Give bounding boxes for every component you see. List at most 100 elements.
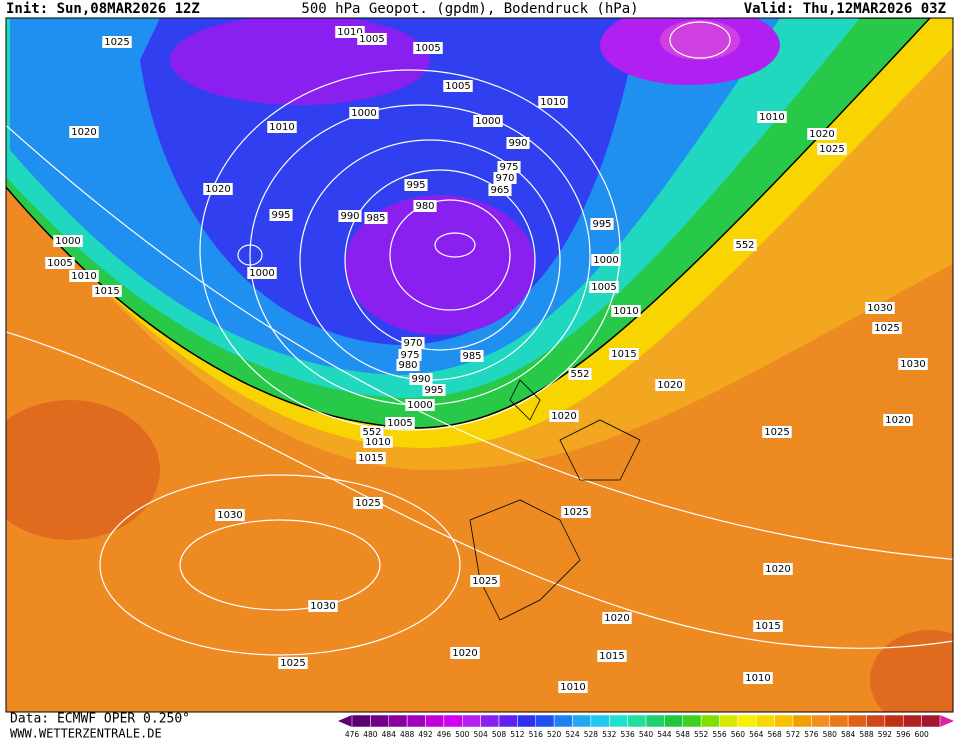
scale-label: 496 [437, 730, 452, 739]
isobar-label: 1005 [387, 418, 412, 429]
isobar-label: 1010 [269, 122, 294, 133]
scale-swatch [425, 714, 445, 728]
isobar-label: 1000 [249, 268, 274, 279]
isobar-label: 995 [271, 210, 290, 221]
site-name: WWW.WETTERZENTRALE.DE [10, 727, 162, 741]
isobar-label-box [409, 373, 433, 385]
isobar-label: 990 [508, 138, 527, 149]
scale-label: 508 [492, 730, 507, 739]
isobar-label-box [215, 509, 245, 521]
scale-label: 512 [510, 730, 525, 739]
isobar-label: 1005 [591, 282, 616, 293]
scale-swatch [774, 714, 794, 728]
field-magenta [660, 20, 740, 60]
isobar-label: 975 [499, 162, 518, 173]
scale-label: 552 [694, 730, 709, 739]
scale-swatch [903, 714, 922, 728]
isobar-label: 1025 [280, 658, 305, 669]
isobar-label-box [589, 281, 619, 293]
isobar-label-box [602, 612, 632, 624]
isobar-label-box [733, 239, 757, 251]
isobar-label-box [363, 436, 393, 448]
isobar-label: 970 [403, 338, 422, 349]
isobar-label-box [357, 33, 387, 45]
isobar-label-box [278, 657, 308, 669]
isobar-label-box [338, 210, 362, 222]
scale-swatch [572, 714, 592, 728]
isobar-label: 995 [592, 219, 611, 230]
field-dark-orange [6, 400, 160, 540]
field-violet [170, 18, 430, 105]
isobar-label-box [460, 350, 484, 362]
isobar-label-box [506, 137, 530, 149]
isobar-label: 1015 [599, 651, 624, 662]
isobar-label: 1020 [765, 564, 790, 575]
isobar-label: 1025 [764, 427, 789, 438]
isobar-labels: 1025101010051005100510101000101010009901… [45, 26, 928, 693]
scale-swatch [700, 714, 720, 728]
scale-swatch [921, 714, 941, 728]
scale-swatch [535, 714, 555, 728]
scale-swatch [517, 714, 536, 728]
isobar-label-box [872, 322, 902, 334]
isobar-label: 1015 [358, 453, 383, 464]
isobar-label: 1000 [593, 255, 618, 266]
isobar-label: 985 [366, 213, 385, 224]
isobar-label-box [385, 417, 415, 429]
scale-swatch [351, 714, 371, 728]
isobar-label-box [69, 126, 99, 138]
isobar-label: 1025 [819, 144, 844, 155]
scale-swatch [664, 714, 683, 728]
isobar-label-box [53, 235, 83, 247]
isobar-label-box [473, 115, 503, 127]
isobar-label: 1010 [613, 306, 638, 317]
isobar-label: 1025 [355, 498, 380, 509]
isobar-label-box [404, 179, 428, 191]
isobar-label: 980 [398, 360, 417, 371]
isobar-label: 1010 [745, 673, 770, 684]
map-field: 1025101010051005100510101000101010009901… [6, 18, 953, 712]
scale-label: 540 [639, 730, 654, 739]
isobar-label: 1020 [551, 411, 576, 422]
isobar-label: 1020 [71, 127, 96, 138]
isobar-label: 552 [362, 427, 381, 438]
scale-label: 524 [565, 730, 580, 739]
isobar-label-box [422, 384, 446, 396]
isobar-label-box [590, 218, 614, 230]
scale-label: 572 [786, 730, 801, 739]
isobar-label-box [763, 563, 793, 575]
isobar-label-box [69, 270, 99, 282]
isobar-label: 1020 [452, 648, 477, 659]
isobar-label: 1005 [359, 34, 384, 45]
isobar-label-box [538, 96, 568, 108]
scale-label: 596 [896, 730, 911, 739]
isobar-label: 1010 [71, 271, 96, 282]
scale-swatch [719, 714, 739, 728]
scale-label: 580 [823, 730, 838, 739]
isobar-label: 1010 [560, 682, 585, 693]
isobar-label-box [762, 426, 792, 438]
isobar-label: 990 [340, 211, 359, 222]
isobar-label-box [743, 672, 773, 684]
scale-label: 520 [547, 730, 562, 739]
isobar-label: 1000 [407, 400, 432, 411]
isobar-label-box [493, 172, 517, 184]
isobar-label-box [807, 128, 837, 140]
isobar-label-box [92, 285, 122, 297]
isobar-label: 1030 [900, 359, 925, 370]
isobar-label-box [470, 575, 500, 587]
isobar-label-box [102, 36, 132, 48]
scale-swatch [884, 714, 904, 728]
field-dark-orange [870, 630, 953, 712]
scale-swatch [462, 714, 481, 728]
isobar-label: 1015 [611, 349, 636, 360]
isobar-label: 1025 [472, 576, 497, 587]
map-title: 500 hPa Geopot. (gpdm), Bodendruck (hPa) [301, 1, 638, 17]
color-scale: 476 480 484 488 492 496 500 504 508 512 516 520 524 5… [338, 714, 954, 739]
valid-time: Valid: Thu,12MAR2026 03Z [744, 1, 946, 17]
isobar-label-box [398, 349, 422, 361]
scale-swatch [756, 714, 775, 728]
isobar-label-box [757, 111, 787, 123]
isobar-label: 1010 [337, 27, 362, 38]
